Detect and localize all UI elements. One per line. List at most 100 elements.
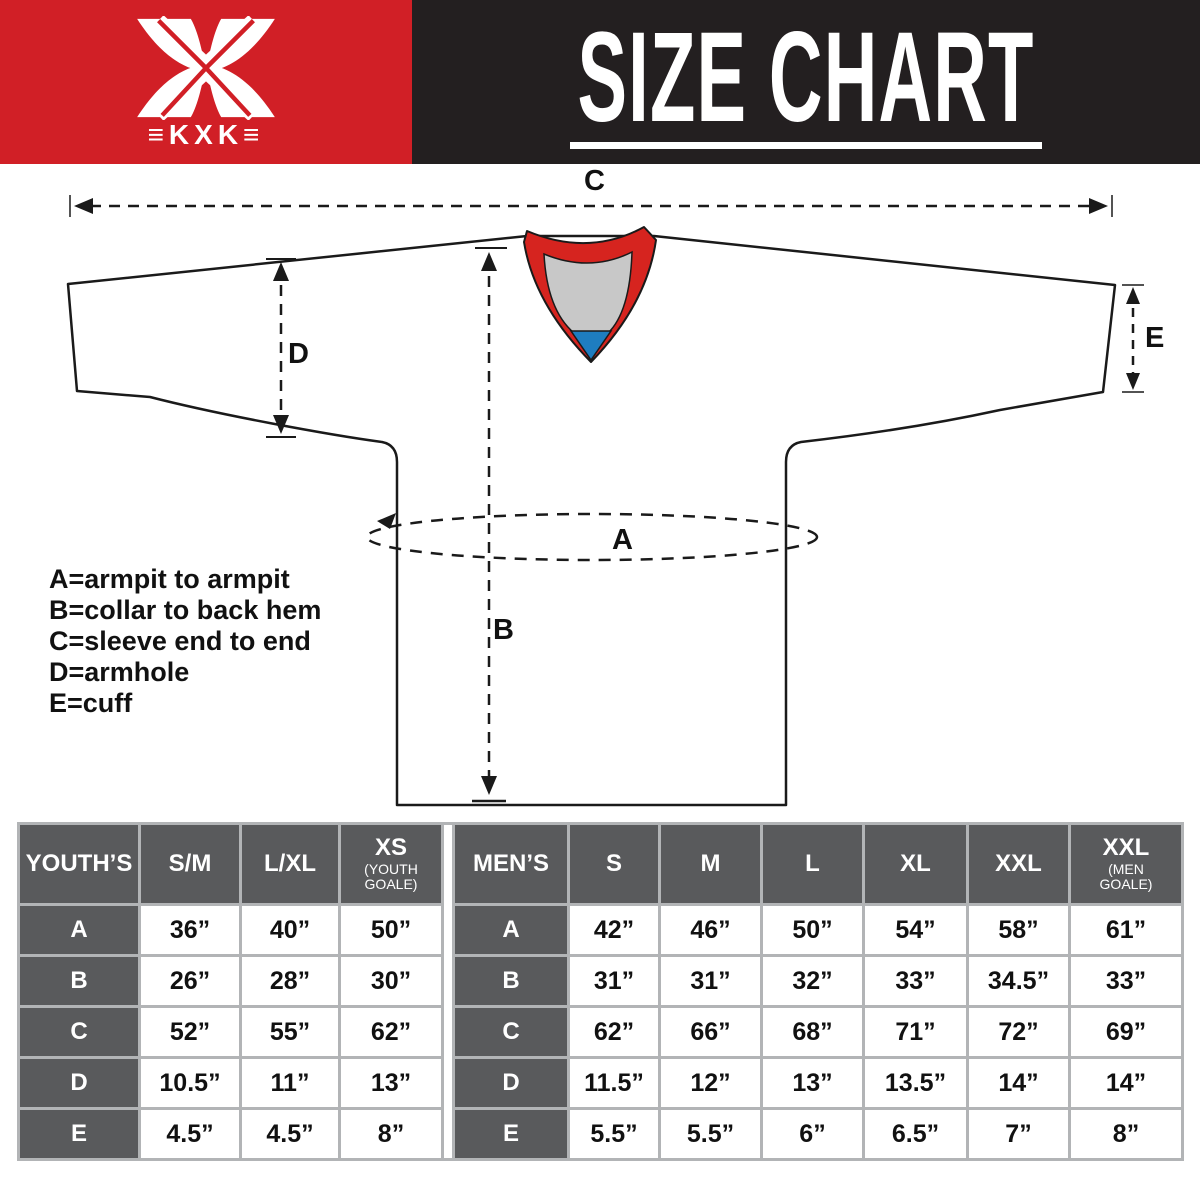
- table-value: 62”: [570, 1008, 658, 1056]
- jersey-drawing: [66, 195, 1144, 807]
- legend-line-b: B=collar to back hem: [49, 595, 322, 625]
- table-value: 26”: [141, 957, 239, 1005]
- label-C: C: [584, 165, 605, 197]
- table-value: 13”: [763, 1059, 862, 1107]
- goalie-size-label: XS: [374, 834, 407, 861]
- table-value: 11.5”: [570, 1059, 658, 1107]
- table-value: 68”: [763, 1008, 862, 1056]
- row-label: B: [20, 957, 138, 1005]
- legend-line-e: E=cuff: [49, 688, 133, 718]
- table-value: 46”: [661, 906, 760, 954]
- row-label: A: [455, 906, 567, 954]
- row-label: B: [455, 957, 567, 1005]
- col-header-youths: YOUTH’S: [20, 825, 138, 903]
- jersey-outline: [66, 234, 1117, 807]
- jersey-measurement-diagram: C D E A B A=armpit to armpit B=collar to…: [0, 164, 1200, 814]
- row-label: C: [455, 1008, 567, 1056]
- table-value: 5.5”: [661, 1110, 760, 1158]
- table-value: 50”: [341, 906, 441, 954]
- col-header-m: M: [661, 825, 760, 903]
- row-label: E: [20, 1110, 138, 1158]
- kxk-logo-icon: [137, 15, 275, 120]
- table-value: 40”: [242, 906, 338, 954]
- table-value: 6”: [763, 1110, 862, 1158]
- table-value: 71”: [865, 1008, 966, 1056]
- goalie-note-label: (YOUTH GOALE): [364, 861, 418, 892]
- table-value: 4.5”: [242, 1110, 338, 1158]
- table-value: 10.5”: [141, 1059, 239, 1107]
- table-value: 14”: [969, 1059, 1068, 1107]
- table-value: 4.5”: [141, 1110, 239, 1158]
- arrow-C: [69, 195, 1113, 217]
- table-value: 66”: [661, 1008, 760, 1056]
- table-value: 5.5”: [570, 1110, 658, 1158]
- table-value: 8”: [341, 1110, 441, 1158]
- table-value: 62”: [341, 1008, 441, 1056]
- table-value: 8”: [1071, 1110, 1181, 1158]
- table-value: 31”: [570, 957, 658, 1005]
- brand-panel: ≡KXK≡: [0, 0, 412, 164]
- arrow-A: [365, 512, 819, 562]
- col-header-s: S: [570, 825, 658, 903]
- col-header-xs-youth-goalie: XS (YOUTH GOALE): [341, 825, 441, 903]
- table-value: 12”: [661, 1059, 760, 1107]
- table-value: 52”: [141, 1008, 239, 1056]
- table-value: 14”: [1071, 1059, 1181, 1107]
- arrow-E: [1122, 284, 1144, 393]
- label-B: B: [493, 614, 514, 646]
- title-underline: [570, 141, 1042, 149]
- label-A: A: [612, 524, 633, 556]
- title-panel: SIZE CHART: [412, 0, 1200, 164]
- legend-line-d: D=armhole: [49, 657, 190, 687]
- table-value: 13”: [341, 1059, 441, 1107]
- page-title: SIZE CHART: [577, 6, 1035, 150]
- table-value: 33”: [1071, 957, 1181, 1005]
- legend-line-a: A=armpit to armpit: [49, 564, 290, 594]
- size-table: YOUTH’S S/M L/XL XS (YOUTH GOALE) MEN’S …: [17, 822, 1184, 1161]
- table-value: 58”: [969, 906, 1068, 954]
- table-value: 6.5”: [865, 1110, 966, 1158]
- table-value: 30”: [341, 957, 441, 1005]
- col-header-xxl: XXL: [969, 825, 1068, 903]
- arrow-D: [266, 258, 296, 438]
- table-value: 32”: [763, 957, 862, 1005]
- goalie-note-label: (MEN GOALE): [1099, 861, 1153, 892]
- table-value: 72”: [969, 1008, 1068, 1056]
- table-value: 11”: [242, 1059, 338, 1107]
- table-value: 33”: [865, 957, 966, 1005]
- collar-inner: [543, 250, 633, 334]
- table-value: 7”: [969, 1110, 1068, 1158]
- brand-logo-text: ≡KXK≡: [147, 118, 265, 150]
- arrow-B: [472, 247, 507, 803]
- table-value: 34.5”: [969, 957, 1068, 1005]
- row-label: E: [455, 1110, 567, 1158]
- table-value: 69”: [1071, 1008, 1181, 1056]
- table-value: 28”: [242, 957, 338, 1005]
- col-header-lxl: L/XL: [242, 825, 338, 903]
- row-label: D: [455, 1059, 567, 1107]
- table-value: 61”: [1071, 906, 1181, 954]
- table-value: 13.5”: [865, 1059, 966, 1107]
- table-value: 31”: [661, 957, 760, 1005]
- col-header-sm: S/M: [141, 825, 239, 903]
- label-D: D: [288, 338, 309, 370]
- row-label: D: [20, 1059, 138, 1107]
- row-label: A: [20, 906, 138, 954]
- table-value: 54”: [865, 906, 966, 954]
- table-value: 42”: [570, 906, 658, 954]
- col-header-mens: MEN’S: [455, 825, 567, 903]
- legend-line-c: C=sleeve end to end: [49, 626, 311, 656]
- table-value: 50”: [763, 906, 862, 954]
- collar-insert: [569, 330, 613, 362]
- row-label: C: [20, 1008, 138, 1056]
- table-value: 55”: [242, 1008, 338, 1056]
- label-E: E: [1145, 322, 1165, 354]
- col-header-l: L: [763, 825, 862, 903]
- table-value: 36”: [141, 906, 239, 954]
- goalie-size-label: XXL: [1102, 834, 1150, 861]
- header-banner: ≡KXK≡ SIZE CHART: [0, 0, 1200, 164]
- col-header-xxl-men-goalie: XXL (MEN GOALE): [1071, 825, 1181, 903]
- table-section-divider: [444, 825, 452, 1158]
- measurement-legend: A=armpit to armpit B=collar to back hem …: [49, 564, 321, 719]
- col-header-xl: XL: [865, 825, 966, 903]
